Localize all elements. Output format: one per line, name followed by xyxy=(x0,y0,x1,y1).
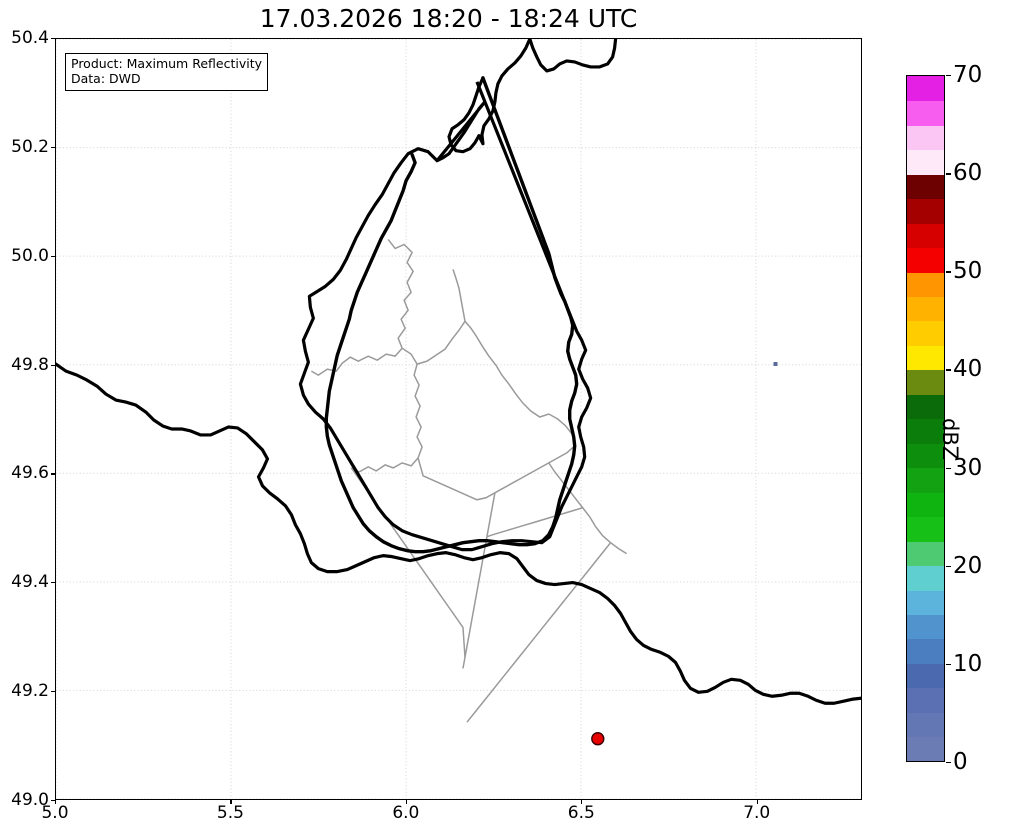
colorbar-tick-mark xyxy=(946,467,951,469)
map-plot-area[interactable]: Product: Maximum Reflectivity Data: DWD xyxy=(55,38,862,800)
colorbar-band xyxy=(907,345,944,371)
y-tick-label: 50.0 xyxy=(11,245,49,266)
colorbar-band xyxy=(907,589,944,616)
northern-borders xyxy=(447,39,618,154)
country-borders xyxy=(56,362,861,705)
colorbar-band xyxy=(907,76,944,102)
colorbar-band xyxy=(907,467,944,493)
y-tick-mark xyxy=(51,146,55,149)
colorbar-tick-mark xyxy=(946,762,951,764)
y-tick-label: 49.6 xyxy=(11,463,49,484)
y-tick-mark xyxy=(51,582,55,584)
colorbar-tick-label: 60 xyxy=(953,160,983,187)
x-tick-label: 5.0 xyxy=(41,803,69,823)
colorbar-band xyxy=(907,149,944,175)
colorbar-band xyxy=(907,198,944,224)
info-box: Product: Maximum Reflectivity Data: DWD xyxy=(65,53,269,91)
colorbar[interactable] xyxy=(906,75,945,762)
y-tick-mark xyxy=(51,473,55,475)
info-line-product: Product: Maximum Reflectivity xyxy=(71,56,263,71)
y-tick-label: 49.8 xyxy=(11,354,49,375)
colorbar-tick-label: 0 xyxy=(953,749,968,775)
colorbar-band xyxy=(907,320,944,346)
x-tick-label: 6.5 xyxy=(567,803,595,823)
radar-site-marker[interactable] xyxy=(591,732,605,746)
y-tick-label: 50.4 xyxy=(11,28,49,48)
colorbar-band xyxy=(907,614,944,640)
luxembourg-border xyxy=(298,81,593,552)
colorbar-band xyxy=(907,540,944,567)
y-tick-mark xyxy=(51,255,55,257)
colorbar-band xyxy=(907,247,944,273)
y-tick-label: 49.2 xyxy=(11,681,49,702)
colorbar-tick-mark xyxy=(946,173,951,175)
page-title: 17.03.2026 18:20 - 18:24 UTC xyxy=(259,4,638,33)
colorbar-band xyxy=(907,394,944,420)
colorbar-title: dBZ xyxy=(938,418,962,461)
colorbar-band xyxy=(907,222,944,249)
colorbar-band xyxy=(907,491,944,518)
colorbar-band xyxy=(907,271,944,297)
colorbar-tick-mark xyxy=(946,663,951,666)
colorbar-band xyxy=(907,516,944,542)
colorbar-tick-label: 50 xyxy=(953,258,983,285)
y-tick-label: 50.2 xyxy=(11,136,49,157)
colorbar-band xyxy=(907,712,944,738)
x-tick-mark xyxy=(405,800,408,804)
district-boundaries xyxy=(310,239,627,723)
colorbar-tick-label: 40 xyxy=(953,356,983,383)
colorbar-tick-mark xyxy=(946,369,951,371)
colorbar-band xyxy=(907,442,944,469)
x-tick-label: 5.5 xyxy=(216,803,244,823)
colorbar-tick-mark xyxy=(946,271,951,273)
overlay-layer xyxy=(591,362,778,746)
grid-lines xyxy=(56,39,861,799)
colorbar-tick-label: 70 xyxy=(953,62,983,88)
y-tick-mark xyxy=(51,364,55,366)
colorbar-band xyxy=(907,124,944,151)
colorbar-tick-label: 30 xyxy=(953,454,983,481)
x-tick-label: 6.0 xyxy=(392,803,420,823)
colorbar-band xyxy=(907,687,944,713)
y-axis-ticks: 49.0 49.2 49.4 49.6 49.8 50.0 50.2 50.4 xyxy=(0,0,49,834)
map-svg xyxy=(56,39,861,799)
colorbar-band xyxy=(907,296,944,322)
colorbar-band xyxy=(907,100,944,126)
colorbar-band xyxy=(907,173,944,200)
info-line-data: Data: DWD xyxy=(71,70,141,86)
colorbar-band xyxy=(907,736,944,761)
y-tick-mark xyxy=(51,800,55,802)
colorbar-tick-label: 10 xyxy=(953,650,983,677)
x-tick-label: 7.0 xyxy=(743,803,771,823)
colorbar-tick-mark xyxy=(946,75,951,77)
radar-echo-pixel xyxy=(773,362,778,366)
colorbar-band xyxy=(907,663,944,689)
colorbar-band xyxy=(907,369,944,395)
y-tick-label: 49.4 xyxy=(11,572,49,593)
x-tick-mark xyxy=(230,800,232,804)
colorbar-tick-label: 20 xyxy=(953,552,983,579)
colorbar-band xyxy=(907,638,944,664)
colorbar-tick-mark xyxy=(946,565,951,568)
x-tick-mark xyxy=(55,800,57,804)
x-tick-mark xyxy=(581,800,583,804)
colorbar-band xyxy=(907,418,944,444)
y-tick-mark xyxy=(51,38,55,40)
luxembourg-border-detail xyxy=(324,76,579,554)
x-tick-mark xyxy=(756,800,758,804)
colorbar-band xyxy=(907,565,944,591)
y-tick-mark xyxy=(51,691,55,693)
y-tick-label: 49.0 xyxy=(11,790,49,810)
